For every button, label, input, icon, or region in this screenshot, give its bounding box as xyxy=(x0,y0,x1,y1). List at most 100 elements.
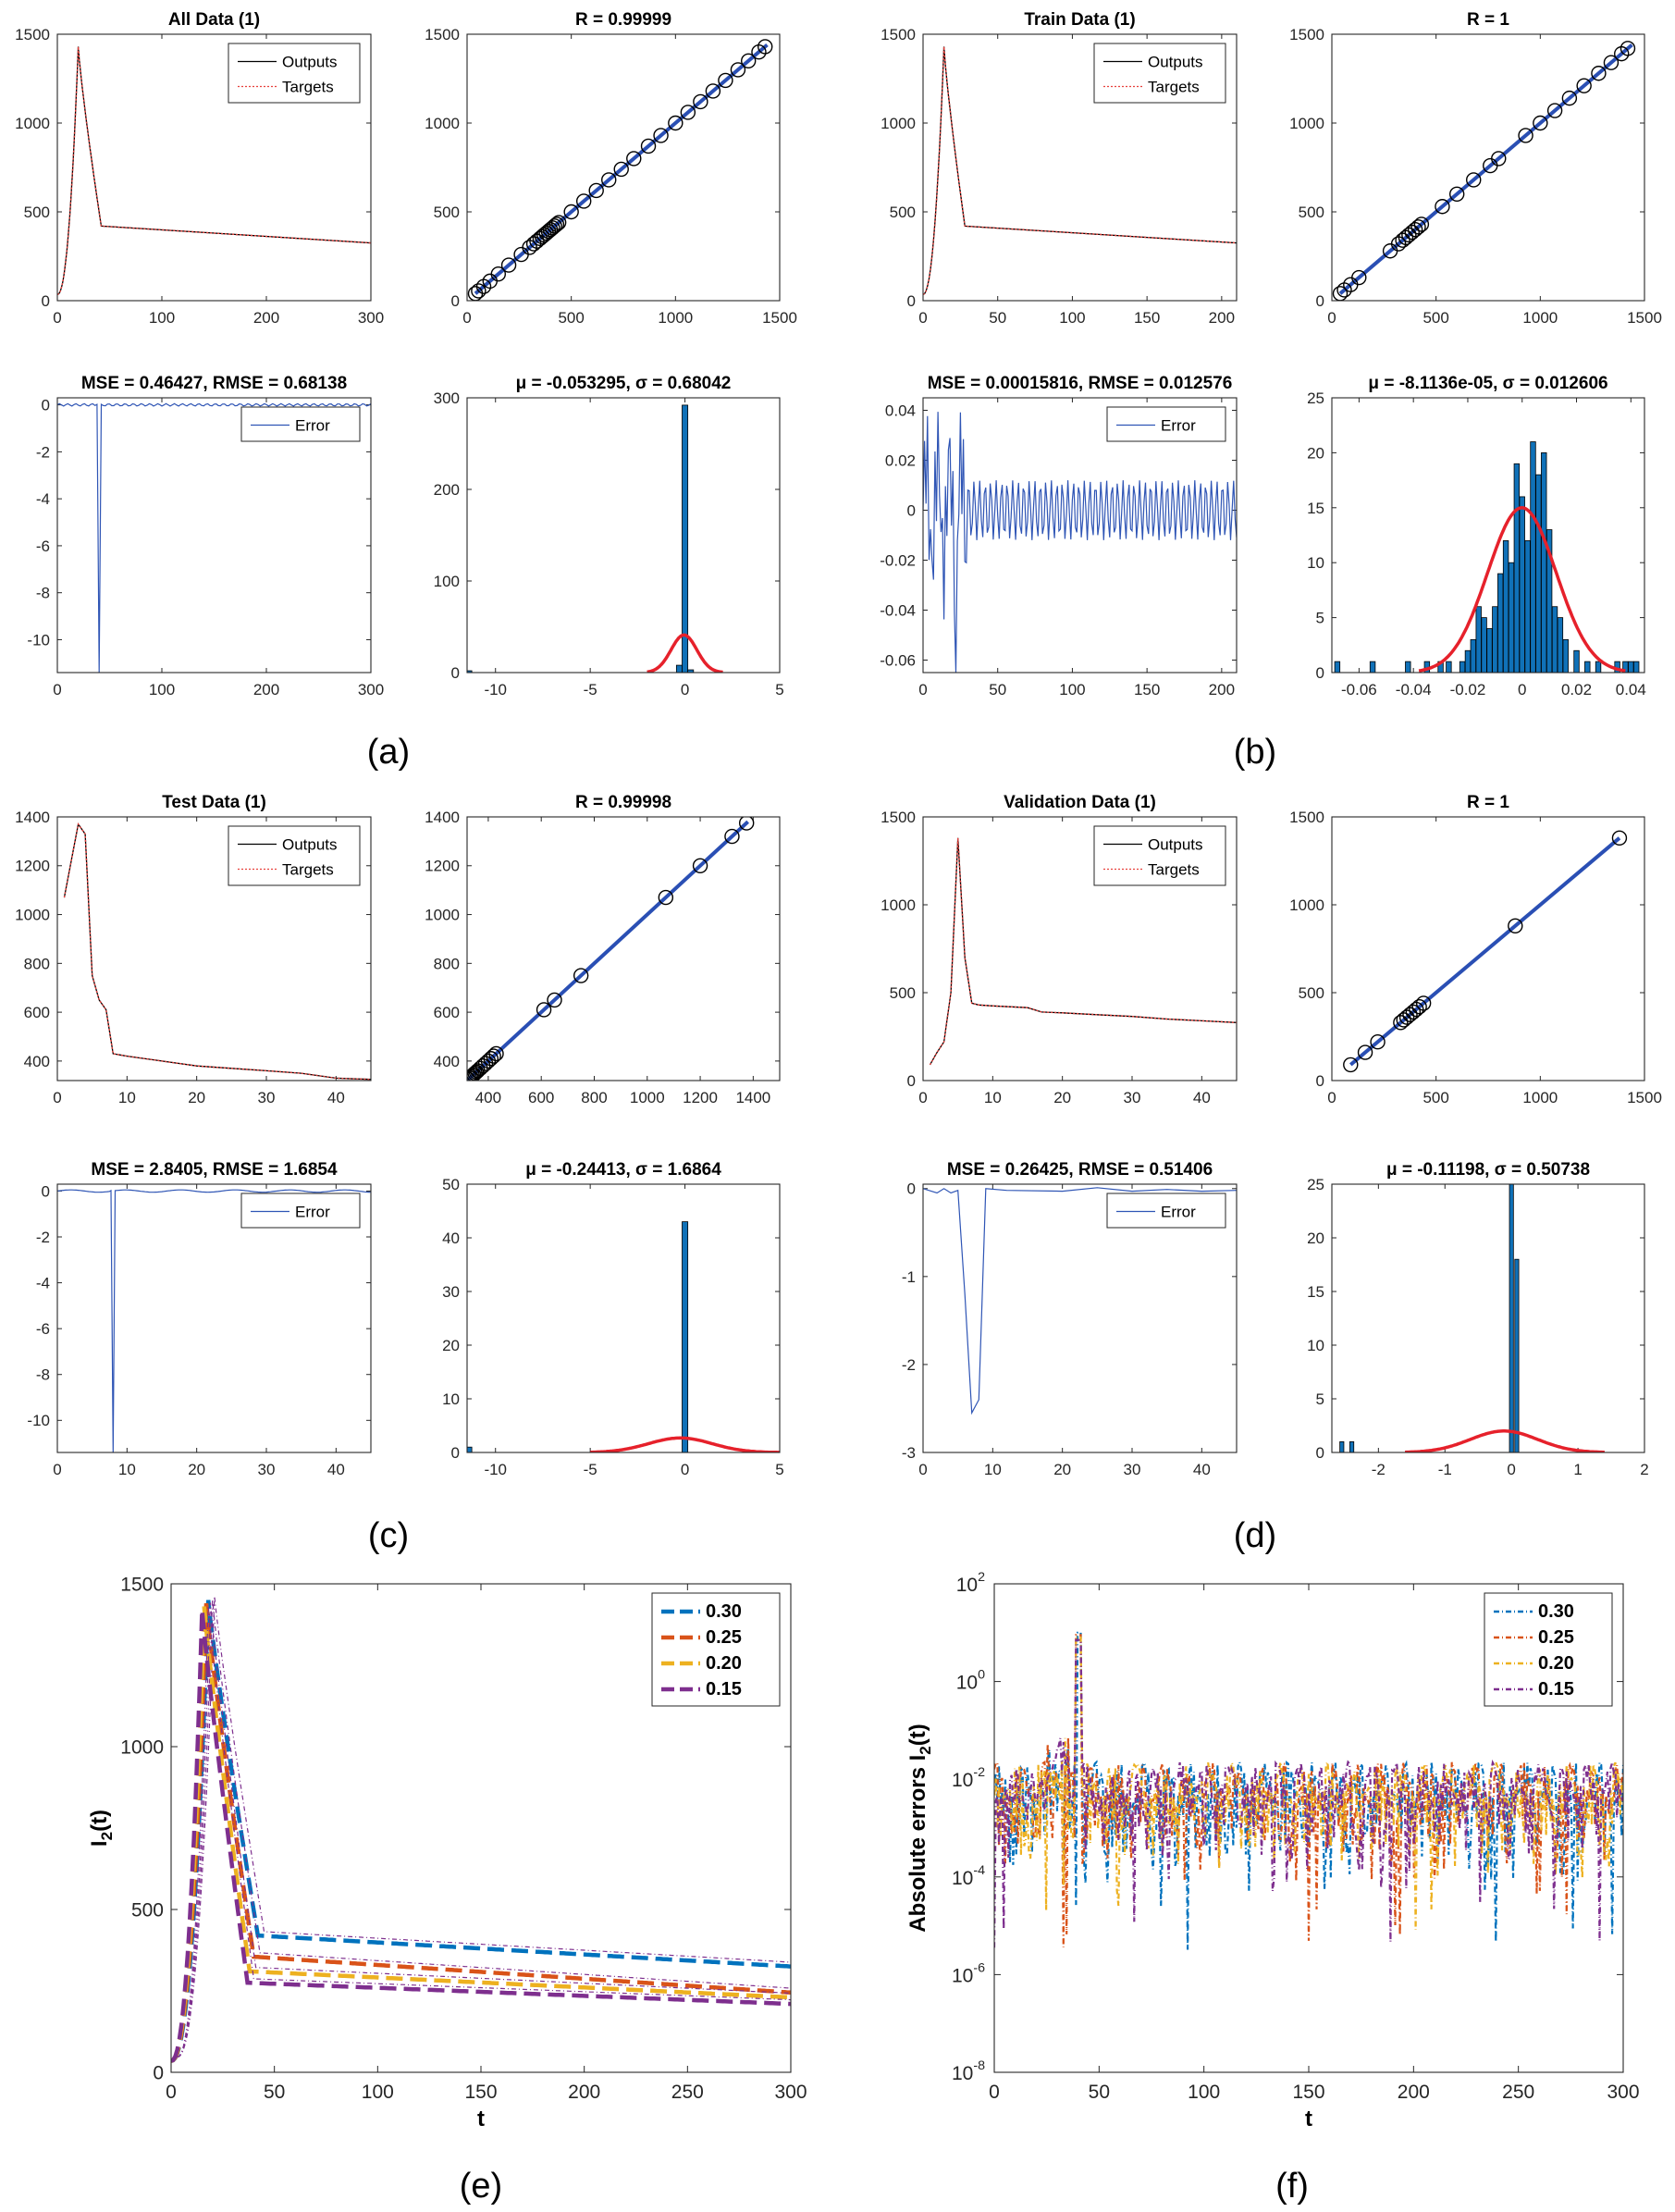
y-tick-label: 10-8 xyxy=(952,2058,985,2084)
x-tick-label: -2 xyxy=(1372,1461,1386,1478)
x-tick-label: 10 xyxy=(984,1089,1002,1106)
x-tick-label: 150 xyxy=(1134,309,1160,327)
chart-title: Train Data (1) xyxy=(1024,10,1135,30)
data-point xyxy=(1413,216,1430,232)
y-tick-label: 1000 xyxy=(15,115,50,132)
y-tick-label: -2 xyxy=(36,443,50,461)
x-tick-label: 100 xyxy=(149,681,175,698)
chart-c2: 400 600 800 1000 1200 1400 400 600 800 1000 1200 14… xyxy=(425,793,781,1106)
axes-box xyxy=(56,1183,372,1453)
plot-content xyxy=(923,412,1237,673)
data-point xyxy=(757,39,773,55)
hist-bar xyxy=(1446,661,1452,673)
chart-title: μ = -8.1136e-05, σ = 0.012606 xyxy=(1368,374,1607,393)
data-point xyxy=(1561,90,1578,106)
y-tick-label: 0 xyxy=(1316,292,1324,310)
normal-fit-curve xyxy=(1405,1429,1605,1452)
x-tick-label: 1500 xyxy=(1627,309,1662,327)
plot-area xyxy=(57,398,371,673)
data-point xyxy=(1620,41,1636,56)
y-tick-label: 0 xyxy=(42,1182,50,1200)
axes-box xyxy=(466,397,781,673)
x-tick-label: 0 xyxy=(989,2082,1000,2103)
data-point xyxy=(738,817,755,831)
y-tick-label: 400 xyxy=(434,1053,460,1070)
legend-label: Error xyxy=(295,1204,330,1221)
x-axis-label: t xyxy=(1305,2107,1312,2132)
fit-line xyxy=(1338,43,1633,295)
reference-line xyxy=(177,1599,791,2058)
hist-bar xyxy=(1514,1258,1520,1452)
y-tick-label: 0 xyxy=(42,397,50,414)
y-tick-label: 1200 xyxy=(425,858,460,875)
plot-content xyxy=(1334,441,1640,673)
hist-bar xyxy=(1551,606,1558,673)
x-tick-label: 100 xyxy=(1059,309,1085,327)
x-tick-label: 0 xyxy=(681,681,689,698)
data-point xyxy=(692,858,708,873)
data-point xyxy=(575,193,592,209)
hist-bar xyxy=(1546,529,1553,673)
legend-box xyxy=(1093,43,1226,104)
plot-content xyxy=(929,837,1237,1066)
y-tick-label: 20 xyxy=(1307,1230,1324,1247)
y-tick-label: -10 xyxy=(27,631,50,649)
plot-area xyxy=(467,398,780,673)
x-tick-label: 10 xyxy=(118,1089,136,1106)
legend-label: Outputs xyxy=(1148,54,1203,71)
y-tick-label: 20 xyxy=(1307,444,1324,462)
x-tick-label: 1 xyxy=(1573,1461,1582,1478)
chart-b4: -0.06 -0.04 -0.02 0 0.02 0.04 0 5 10 15 20 25 μ = -8… xyxy=(1307,374,1646,698)
x-tick-label: 50 xyxy=(989,309,1006,327)
hist-bar xyxy=(682,1221,689,1452)
y-tick-label: 500 xyxy=(131,1899,164,1921)
x-tick-label: 40 xyxy=(1193,1089,1211,1106)
y-tick-label: 1400 xyxy=(15,809,50,826)
x-tick-label: 30 xyxy=(1124,1461,1141,1478)
x-tick-label: 200 xyxy=(1209,681,1235,698)
legend-label: 0.15 xyxy=(706,1679,742,1699)
legend-box xyxy=(228,825,361,886)
data-point xyxy=(1357,1044,1373,1060)
axes-box xyxy=(1331,397,1645,673)
x-tick-label: 1000 xyxy=(1522,309,1558,327)
legend-box xyxy=(240,406,361,442)
y-tick-label: 0.02 xyxy=(885,451,916,469)
x-tick-label: 100 xyxy=(1188,2082,1220,2103)
data-point xyxy=(1343,1057,1359,1073)
data-point xyxy=(718,72,733,89)
legend-label: Targets xyxy=(282,79,334,96)
plot-content xyxy=(57,1189,371,1452)
hist-bar xyxy=(1541,451,1547,673)
legend-label: Outputs xyxy=(1148,836,1203,854)
data-point xyxy=(490,266,506,282)
y-tick-label: 100 xyxy=(956,1668,985,1694)
x-tick-label: 150 xyxy=(464,2082,497,2103)
y-tick-label: 1000 xyxy=(1289,896,1324,914)
y-tick-label: 500 xyxy=(890,984,916,1002)
data-point xyxy=(1411,998,1427,1015)
data-point xyxy=(536,1002,552,1018)
axes-box xyxy=(922,816,1238,1081)
x-tick-label: 2 xyxy=(1640,1461,1648,1478)
y-tick-label: -8 xyxy=(36,585,50,602)
legend-label: Targets xyxy=(1148,861,1200,879)
y-tick-label: -0.06 xyxy=(880,651,916,669)
x-tick-label: -1 xyxy=(1438,1461,1452,1478)
x-tick-label: 100 xyxy=(1059,681,1085,698)
x-tick-label: -5 xyxy=(584,1461,597,1478)
data-point xyxy=(548,216,565,232)
data-point xyxy=(547,218,562,234)
y-tick-label: 500 xyxy=(1299,984,1324,1002)
x-tick-label: 0 xyxy=(1518,681,1526,698)
error-series-line xyxy=(994,1634,1623,1947)
x-tick-label: 20 xyxy=(1053,1461,1071,1478)
y-tick-label: -4 xyxy=(36,1275,50,1292)
hist-bar xyxy=(1524,540,1531,673)
hist-bar xyxy=(1557,617,1564,673)
chart-title: μ = -0.24413, σ = 1.6864 xyxy=(525,1160,721,1180)
y-tick-label: 1000 xyxy=(15,907,50,924)
hist-bar xyxy=(1459,661,1466,673)
